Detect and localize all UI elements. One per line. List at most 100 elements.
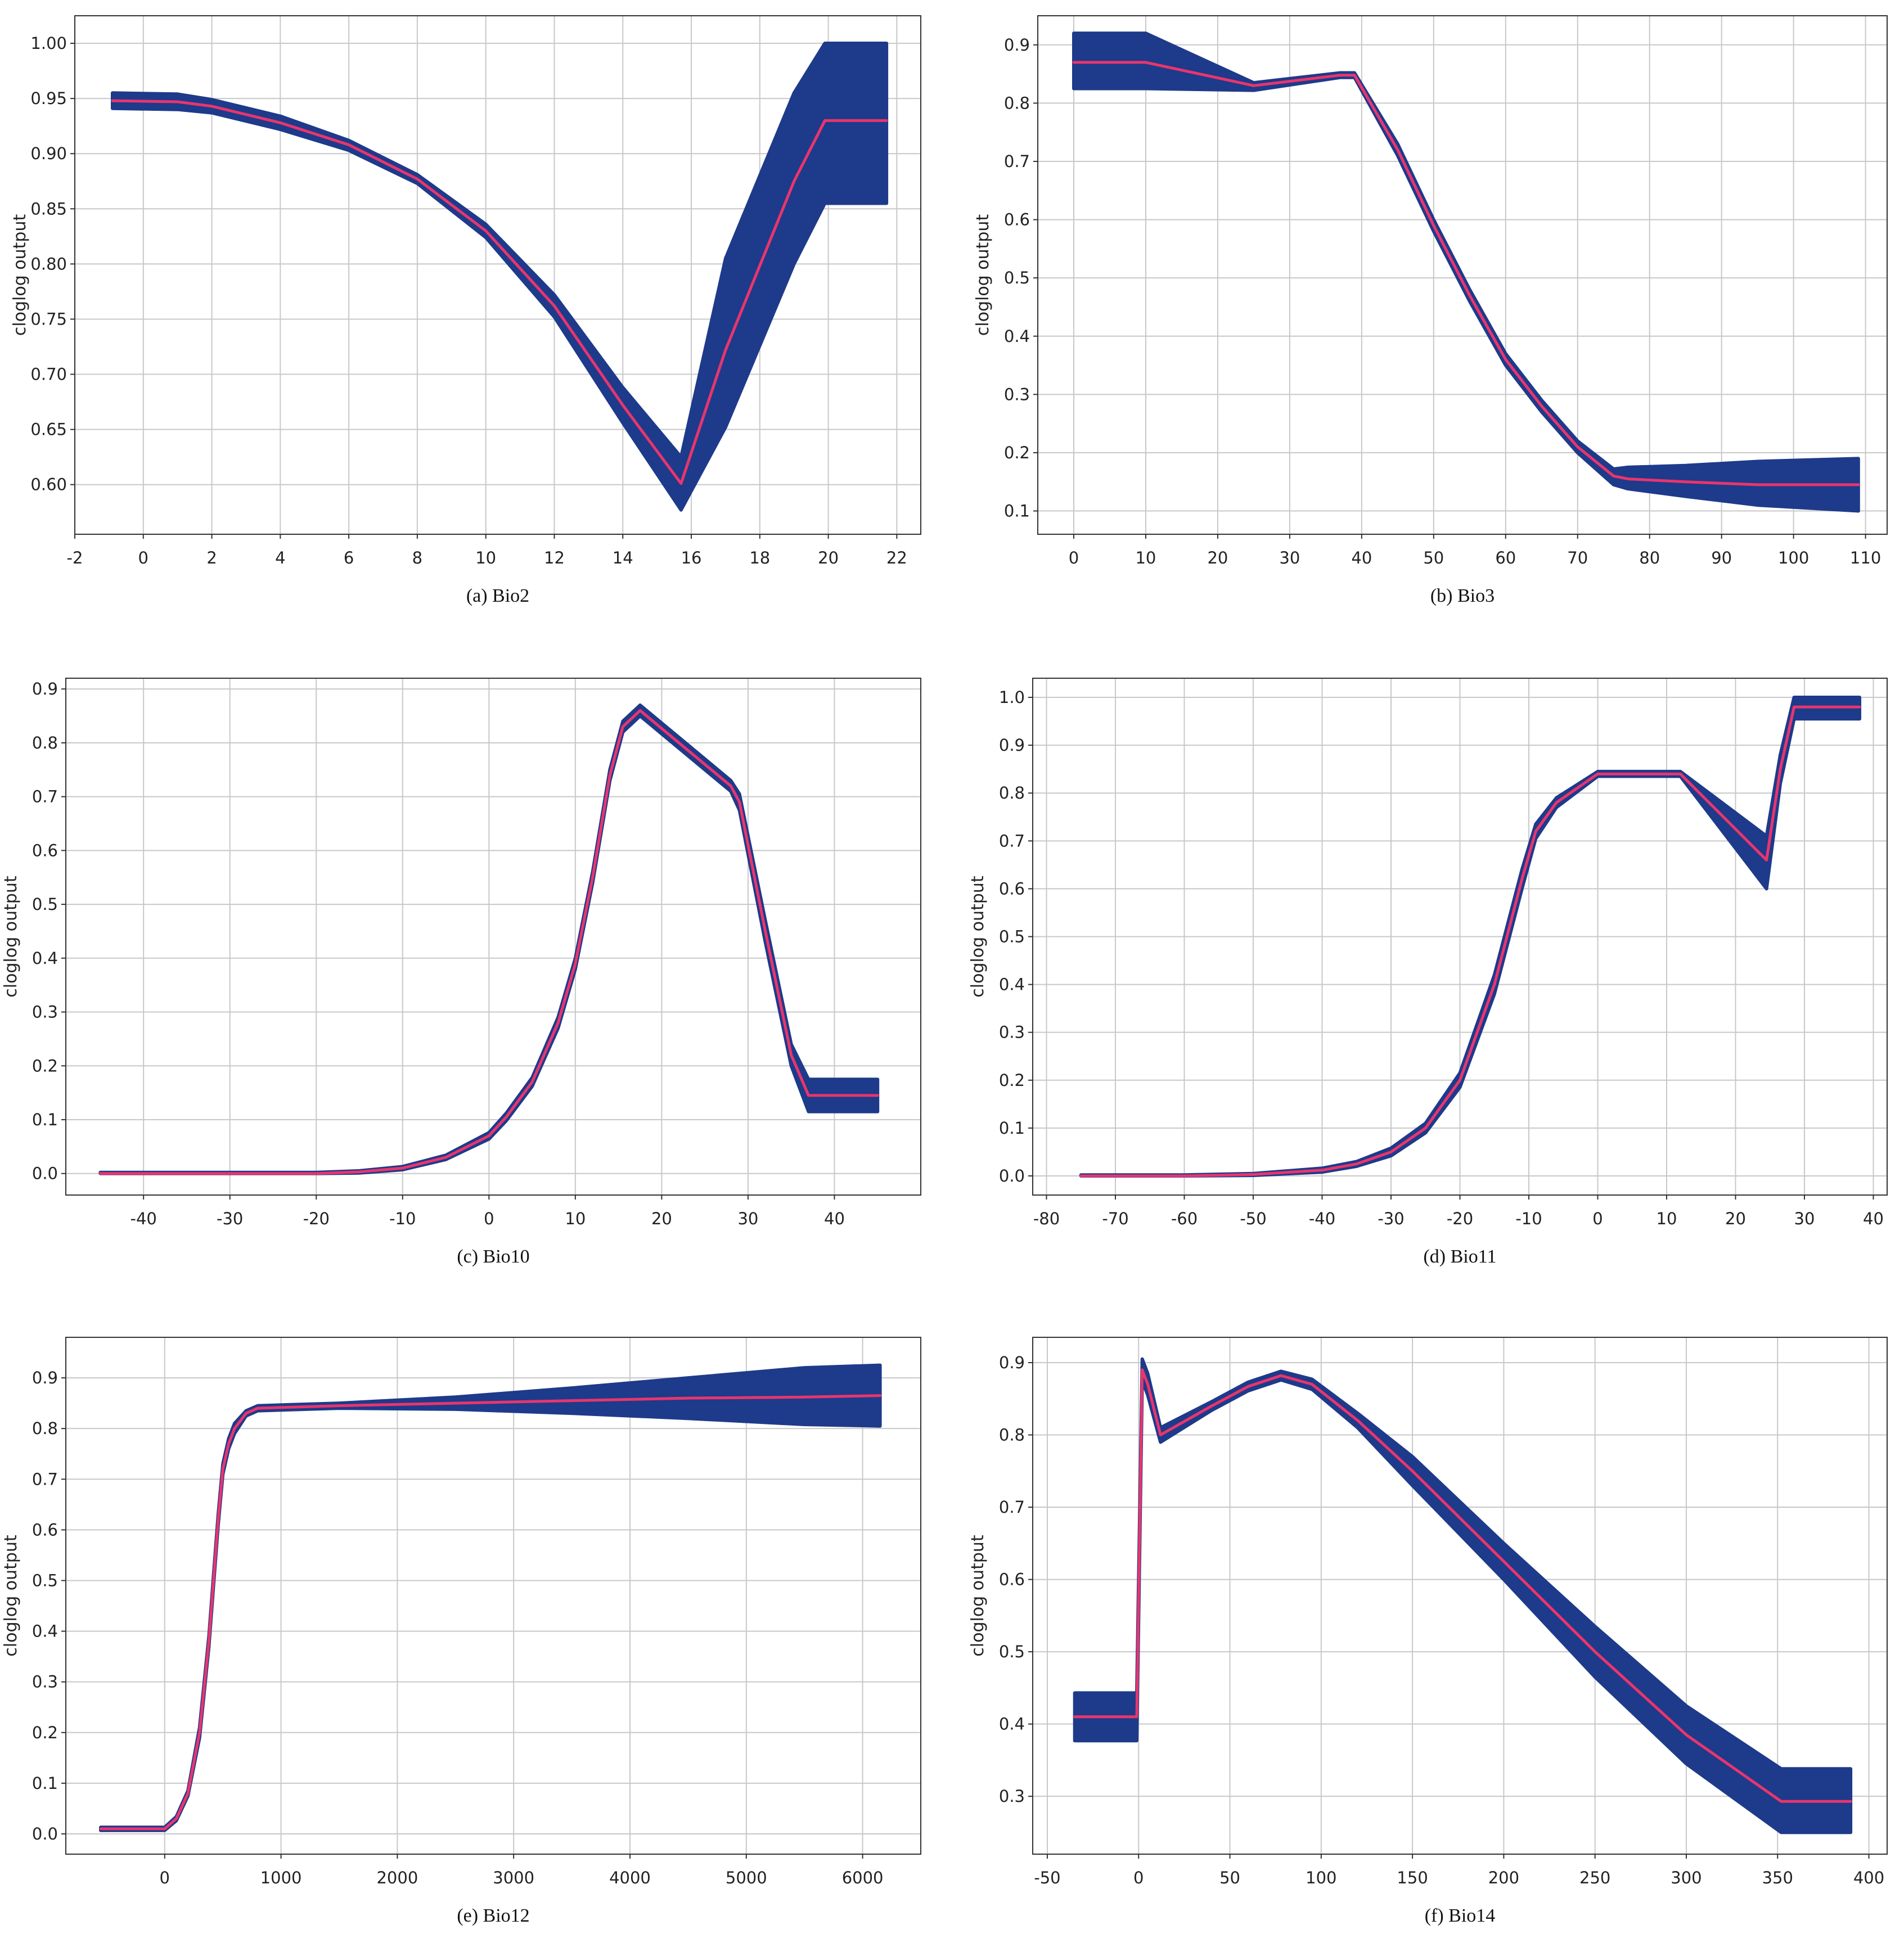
y-tick-label: 0.6 xyxy=(1004,210,1030,229)
x-tick-label: 2000 xyxy=(376,1868,418,1887)
y-tick-label: 0.65 xyxy=(30,420,67,439)
x-tick-label: 2 xyxy=(206,548,217,567)
x-tick-label: 10 xyxy=(1657,1209,1677,1228)
x-tick-label: -2 xyxy=(67,548,83,567)
y-tick-label: 0.80 xyxy=(30,254,67,273)
x-tick-label: 30 xyxy=(1279,548,1300,567)
y-tick-label: 0.8 xyxy=(999,783,1025,803)
x-tick-label: -70 xyxy=(1102,1209,1128,1228)
panel-caption: (a) Bio2 xyxy=(466,585,529,606)
x-tick-label: 14 xyxy=(613,548,633,567)
y-tick-label: 0.2 xyxy=(32,1056,58,1075)
x-tick-label: -30 xyxy=(1378,1209,1404,1228)
y-tick-label: 0.90 xyxy=(30,144,67,163)
y-tick-label: 0.3 xyxy=(999,1023,1025,1042)
chart-panel-5: -50 0 50 100 150 200 250 300 350 400 0.3 0.4 0.5 0.6 0… xyxy=(968,1337,1888,1926)
y-tick-label: 0.6 xyxy=(999,879,1025,898)
x-tick-label: 10 xyxy=(475,548,496,567)
y-tick-label: 0.7 xyxy=(32,1469,58,1489)
y-tick-label: 0.6 xyxy=(32,1520,58,1539)
y-tick-label: 0.60 xyxy=(30,475,67,494)
x-tick-label: 16 xyxy=(681,548,702,567)
x-tick-label: 350 xyxy=(1762,1868,1793,1887)
mean-response-line xyxy=(1072,61,1860,486)
x-tick-label: 90 xyxy=(1711,548,1732,567)
panel-caption: (f) Bio14 xyxy=(1425,1905,1496,1926)
y-tick-label: 0.8 xyxy=(32,733,58,752)
y-tick-label: 0.0 xyxy=(32,1164,58,1183)
y-tick-label: 0.9 xyxy=(32,1368,58,1387)
y-tick-label: 0.1 xyxy=(32,1110,58,1129)
y-axis-title: cloglog output xyxy=(10,214,30,336)
series-group xyxy=(1072,31,1860,513)
x-tick-label: 40 xyxy=(1351,548,1372,567)
x-tick-label: -40 xyxy=(130,1209,156,1228)
panel-caption: (b) Bio3 xyxy=(1430,585,1495,606)
x-tick-label: 30 xyxy=(1794,1209,1815,1228)
y-tick-label: 0.2 xyxy=(32,1723,58,1742)
y-tick-label: 0.2 xyxy=(1004,443,1030,462)
y-tick-label: 0.0 xyxy=(999,1166,1025,1185)
y-tick-label: 0.7 xyxy=(999,831,1025,850)
x-tick-label: 20 xyxy=(651,1209,672,1228)
y-tick-label: 0.9 xyxy=(1004,35,1030,55)
x-tick-label: 0 xyxy=(160,1868,170,1887)
x-tick-label: 60 xyxy=(1495,548,1516,567)
x-tick-label: 50 xyxy=(1423,548,1444,567)
mean-response-line xyxy=(1073,1368,1852,1803)
x-tick-label: 400 xyxy=(1853,1868,1884,1887)
series-group xyxy=(98,703,880,1175)
x-tick-label: 100 xyxy=(1306,1868,1336,1887)
x-tick-label: 100 xyxy=(1778,548,1809,567)
y-tick-label: 0.6 xyxy=(999,1570,1025,1589)
y-tick-label: 0.9 xyxy=(999,1353,1025,1372)
y-tick-label: 0.70 xyxy=(30,365,67,384)
x-tick-label: 22 xyxy=(886,548,907,567)
y-tick-label: 0.1 xyxy=(32,1774,58,1793)
panel-caption: (d) Bio11 xyxy=(1423,1246,1496,1267)
confidence-band xyxy=(1073,1357,1853,1834)
x-tick-label: -30 xyxy=(217,1209,243,1228)
mean-response-line xyxy=(1079,705,1861,1178)
mean-response-line xyxy=(99,1394,882,1831)
x-tick-label: 0 xyxy=(484,1209,494,1228)
y-tick-label: 0.3 xyxy=(32,1003,58,1022)
chart-panel-0: -2 0 2 4 6 8 10 12 14 16 18 20 22 0.60 0.65 0.70 0.75 0.8… xyxy=(10,15,921,606)
x-tick-label: 6000 xyxy=(842,1868,884,1887)
y-tick-label: 0.9 xyxy=(999,736,1025,755)
y-tick-label: 0.3 xyxy=(32,1672,58,1692)
x-tick-label: 20 xyxy=(1207,548,1228,567)
x-tick-label: 10 xyxy=(565,1209,586,1228)
x-tick-label: 150 xyxy=(1397,1868,1428,1887)
y-tick-label: 0.8 xyxy=(1004,93,1030,112)
x-tick-label: -80 xyxy=(1033,1209,1060,1228)
x-tick-label: -20 xyxy=(303,1209,330,1228)
y-tick-label: 0.7 xyxy=(32,787,58,806)
y-axis-title: cloglog output xyxy=(968,1535,988,1657)
plot-frame xyxy=(1037,15,1888,535)
x-tick-label: 5000 xyxy=(726,1868,767,1887)
x-tick-label: 40 xyxy=(1863,1209,1884,1228)
chart-panel-3: -80 -70 -60 -50 -40 -30 -20 -10 0 10 20 30 40 0.0 0.1 0… xyxy=(968,678,1888,1267)
x-tick-label: 1000 xyxy=(260,1868,302,1887)
plot-frame xyxy=(1032,1337,1888,1855)
confidence-band xyxy=(111,42,889,512)
series-group xyxy=(1079,696,1861,1178)
confidence-band xyxy=(1079,696,1861,1178)
y-tick-label: 0.5 xyxy=(1004,268,1030,287)
x-tick-label: 0 xyxy=(1592,1209,1603,1228)
x-tick-label: 20 xyxy=(1725,1209,1746,1228)
y-tick-label: 0.4 xyxy=(32,1622,58,1641)
series-group xyxy=(111,42,889,512)
mean-response-line xyxy=(98,709,879,1175)
confidence-band xyxy=(1072,31,1860,513)
x-tick-label: 40 xyxy=(824,1209,845,1228)
y-tick-label: 0.4 xyxy=(999,975,1025,994)
x-tick-label: 18 xyxy=(749,548,770,567)
x-tick-label: 50 xyxy=(1219,1868,1240,1887)
x-tick-label: 10 xyxy=(1135,548,1156,567)
x-tick-label: -10 xyxy=(1515,1209,1542,1228)
x-tick-label: 4000 xyxy=(609,1868,651,1887)
plot-frame xyxy=(65,678,921,1196)
y-tick-label: 0.4 xyxy=(32,949,58,968)
